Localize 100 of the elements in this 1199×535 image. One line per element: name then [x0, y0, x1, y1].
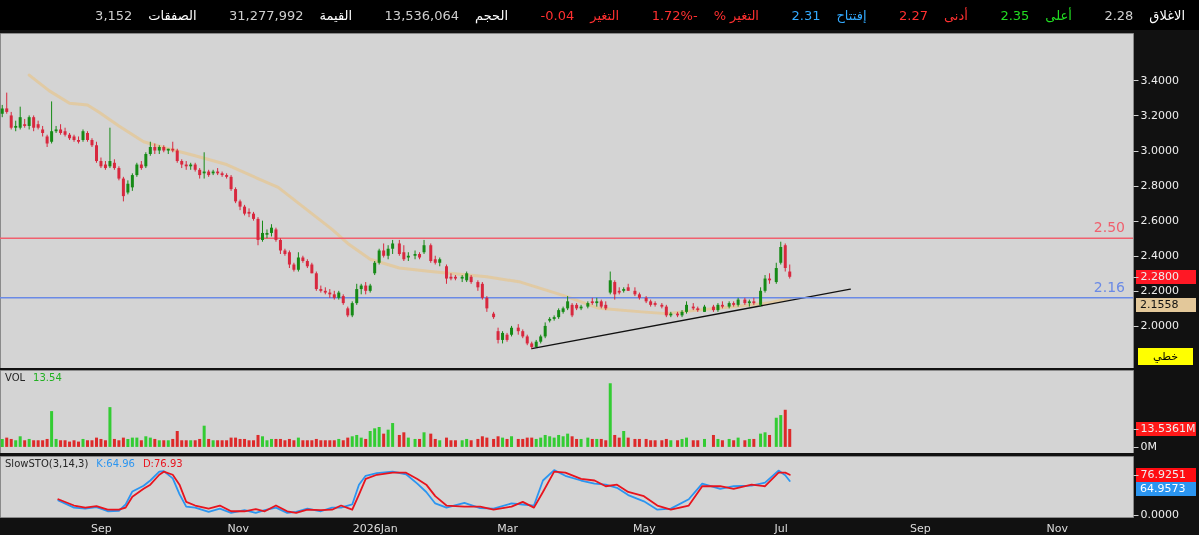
- candlestick: [653, 300, 657, 308]
- y-tick-label: 2.2000: [1140, 284, 1179, 298]
- bar: [696, 440, 700, 447]
- bar: [247, 440, 251, 447]
- bar: [68, 441, 72, 447]
- bar: [207, 438, 211, 447]
- bar: [278, 438, 282, 447]
- bar: [418, 438, 422, 447]
- bar: [736, 437, 740, 447]
- bar: [90, 440, 94, 447]
- bar: [45, 438, 49, 447]
- bar: [633, 438, 637, 447]
- bar: [680, 438, 684, 447]
- bar: [626, 437, 630, 447]
- bar: [433, 438, 437, 447]
- bar: [81, 438, 85, 447]
- bar: [377, 427, 381, 447]
- bar: [346, 437, 350, 447]
- bar: [397, 434, 401, 447]
- bar: [608, 383, 612, 447]
- bar: [202, 425, 206, 447]
- candlestick: [108, 127, 112, 169]
- text: 1.72%-: [651, 7, 698, 23]
- bar: [768, 434, 772, 447]
- bar: [373, 428, 377, 447]
- bar: [743, 440, 747, 447]
- bar: [465, 438, 469, 447]
- bar: [296, 437, 300, 447]
- bar: [27, 438, 31, 447]
- bar: [225, 440, 229, 447]
- bar: [763, 432, 767, 447]
- bar: [332, 440, 336, 447]
- bar: [413, 438, 417, 447]
- bar: [613, 434, 617, 447]
- text: 2.28: [1104, 7, 1134, 23]
- bar: [319, 440, 323, 447]
- y-tick-label: 76.9251: [1140, 468, 1186, 482]
- bar: [501, 437, 505, 447]
- bar: [337, 438, 341, 447]
- bar: [453, 440, 457, 447]
- text: التغير %: [713, 7, 759, 23]
- bar: [759, 433, 763, 447]
- bar: [328, 440, 332, 447]
- bar: [193, 440, 197, 447]
- bar: [157, 440, 161, 447]
- bar: [691, 440, 695, 447]
- bar: [476, 438, 480, 447]
- candlestick: [783, 242, 787, 273]
- y-tick-label: 2.2800: [1140, 270, 1179, 284]
- bar: [261, 436, 264, 447]
- text: إفتتاح: [836, 7, 867, 23]
- bar: [752, 438, 756, 447]
- bar: [0, 438, 4, 447]
- x-tick-label: Mar: [497, 521, 519, 535]
- text: 31,277,992: [229, 7, 304, 23]
- bar: [139, 440, 143, 447]
- bar: [148, 437, 152, 447]
- bar: [779, 415, 783, 447]
- bar: [570, 436, 574, 447]
- bar: [287, 438, 291, 447]
- bar: [171, 438, 175, 447]
- bar: [586, 437, 590, 447]
- bar: [720, 440, 724, 447]
- bar: [579, 438, 583, 447]
- bar: [189, 440, 193, 447]
- bar: [406, 437, 410, 447]
- bar: [732, 440, 736, 447]
- bar: [382, 433, 386, 447]
- y-tick-label: 2.8000: [1140, 179, 1179, 193]
- bar: [622, 430, 626, 447]
- bar: [460, 440, 464, 447]
- text: التغير: [590, 7, 620, 23]
- bar: [774, 417, 778, 447]
- bar: [557, 434, 561, 447]
- bar: [216, 440, 220, 447]
- bar: [63, 440, 67, 447]
- ref-line-label: 2.50: [1093, 219, 1125, 236]
- value-label-box: 2.1558: [1136, 297, 1196, 312]
- bar: [364, 438, 368, 447]
- bar: [9, 438, 13, 447]
- bar: [685, 437, 689, 447]
- ref-line-label: 2.16: [1093, 278, 1126, 295]
- bar: [220, 440, 224, 447]
- candlestick: [386, 244, 390, 260]
- bar: [359, 437, 363, 447]
- bar: [256, 434, 260, 447]
- bar: [234, 437, 238, 447]
- candlestick: [476, 279, 480, 292]
- y-tick-label: 3.4000: [1140, 73, 1179, 87]
- bar: [727, 438, 731, 447]
- bar: [184, 440, 188, 447]
- bar: [469, 440, 473, 447]
- bar: [653, 440, 657, 447]
- annotation: 13.54: [33, 372, 62, 383]
- bar: [539, 437, 543, 447]
- text: أعلى: [1045, 7, 1072, 23]
- candlestick: [50, 100, 54, 144]
- bar: [117, 440, 121, 447]
- bar: [530, 437, 534, 447]
- bar: [130, 437, 134, 447]
